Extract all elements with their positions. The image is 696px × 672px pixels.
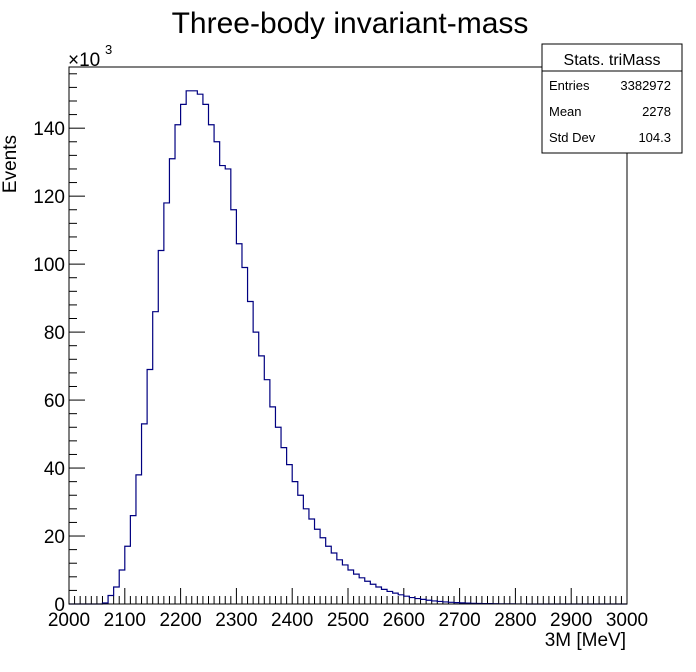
histogram-bin bbox=[119, 570, 125, 604]
histogram-bin bbox=[130, 516, 136, 604]
stats-mean-value: 2278 bbox=[642, 104, 671, 119]
histogram-bin bbox=[231, 210, 237, 604]
histogram-bin bbox=[236, 244, 242, 604]
histogram-bin bbox=[320, 538, 326, 604]
histogram-bin bbox=[370, 584, 376, 604]
x-tick-label: 2100 bbox=[104, 610, 146, 631]
histogram-bin bbox=[242, 268, 248, 604]
histogram-bin bbox=[142, 424, 148, 604]
histogram-bin bbox=[393, 593, 399, 604]
stats-entries-value: 3382972 bbox=[620, 78, 671, 93]
histogram-bin bbox=[287, 465, 293, 604]
histogram-bin bbox=[186, 91, 192, 604]
histogram-bin bbox=[409, 598, 415, 604]
histogram-bin bbox=[365, 581, 371, 604]
x-tick-label: 2700 bbox=[438, 610, 480, 631]
y-tick-label: 60 bbox=[44, 391, 65, 412]
histogram-bin bbox=[259, 356, 265, 604]
histogram-bin bbox=[192, 91, 198, 604]
histogram-bin bbox=[169, 159, 175, 604]
y-tick-label: 120 bbox=[33, 187, 65, 208]
x-tick-label: 2200 bbox=[159, 610, 201, 631]
y-multiplier-label: ×10 bbox=[68, 50, 100, 71]
histogram-bin bbox=[404, 596, 410, 604]
stats-mean-label: Mean bbox=[549, 104, 582, 119]
histogram-bins bbox=[102, 91, 565, 604]
x-tick-label: 2300 bbox=[215, 610, 257, 631]
histogram-bin bbox=[309, 519, 315, 604]
histogram-bin bbox=[281, 448, 287, 604]
histogram-outline bbox=[69, 90, 627, 605]
histogram-bin bbox=[209, 125, 215, 604]
histogram-bin bbox=[326, 546, 332, 604]
histogram-bin bbox=[225, 169, 231, 604]
histogram-bin bbox=[197, 94, 203, 604]
histogram-bin bbox=[248, 302, 254, 604]
histogram-bin bbox=[298, 495, 304, 604]
histogram-bin bbox=[114, 587, 120, 604]
histogram-bin bbox=[220, 166, 226, 604]
histogram-bin bbox=[164, 203, 170, 604]
histogram-bin bbox=[331, 553, 337, 604]
stats-box: Stats. triMass Entries 3382972 Mean 2278… bbox=[541, 43, 683, 154]
histogram-bin bbox=[203, 104, 209, 604]
y-tick-label: 40 bbox=[44, 459, 65, 480]
chart-title: Three-body invariant-mass bbox=[172, 7, 529, 40]
histogram-bin bbox=[398, 595, 404, 604]
histogram-bin bbox=[253, 332, 259, 604]
histogram-bin bbox=[348, 570, 354, 604]
histogram-bin bbox=[175, 125, 181, 604]
histogram-bin bbox=[387, 591, 393, 604]
stats-entries-label: Entries bbox=[549, 78, 590, 93]
y-axis-label: Events bbox=[0, 135, 21, 193]
histogram-bin bbox=[270, 407, 276, 604]
histogram-bin bbox=[275, 427, 281, 604]
histogram-bin bbox=[359, 578, 365, 604]
plot-frame bbox=[68, 66, 628, 605]
histogram-bin bbox=[147, 369, 153, 604]
histogram-bin bbox=[421, 599, 427, 604]
histogram-bin bbox=[354, 574, 360, 604]
histogram-bin bbox=[214, 142, 220, 604]
y-tick-label: 20 bbox=[44, 527, 65, 548]
y-multiplier-exponent: 3 bbox=[105, 42, 112, 57]
histogram-bin bbox=[158, 251, 164, 604]
x-tick-label: 2500 bbox=[327, 610, 369, 631]
histogram-bin bbox=[315, 529, 321, 604]
x-tick-label: 2800 bbox=[494, 610, 536, 631]
histogram-bin bbox=[108, 596, 114, 604]
x-axis-label: 3M [MeV] bbox=[545, 630, 626, 651]
x-tick-label: 2600 bbox=[383, 610, 425, 631]
histogram-bin bbox=[376, 587, 382, 604]
histogram-bin bbox=[125, 546, 131, 604]
histogram-bin bbox=[381, 589, 387, 604]
histogram-bin bbox=[136, 475, 142, 604]
stats-stddev-value: 104.3 bbox=[638, 130, 671, 145]
y-tick-label: 140 bbox=[33, 119, 65, 140]
y-tick-label: 0 bbox=[54, 595, 65, 616]
y-tick-label: 100 bbox=[33, 255, 65, 276]
histogram-bin bbox=[181, 104, 187, 604]
histogram-bin bbox=[264, 380, 270, 604]
histogram-bin bbox=[337, 560, 343, 604]
histogram-bin bbox=[153, 312, 159, 604]
x-tick-label: 2000 bbox=[48, 610, 90, 631]
histogram-bin bbox=[342, 565, 348, 604]
stats-box-frame bbox=[541, 43, 683, 154]
stats-title: Stats. triMass bbox=[564, 52, 661, 69]
histogram-bin bbox=[303, 509, 309, 604]
histogram-bin bbox=[415, 599, 421, 604]
axis-ticks: 2000 2100 2200 2300 2400 2500 2600 2700 2800 2900… bbox=[33, 73, 648, 631]
stats-stddev-label: Std Dev bbox=[549, 130, 596, 145]
y-tick-label: 80 bbox=[44, 323, 65, 344]
x-tick-label: 2900 bbox=[550, 610, 592, 631]
x-tick-label: 2400 bbox=[271, 610, 313, 631]
x-tick-label: 3000 bbox=[606, 610, 648, 631]
histogram-bin bbox=[292, 482, 298, 604]
